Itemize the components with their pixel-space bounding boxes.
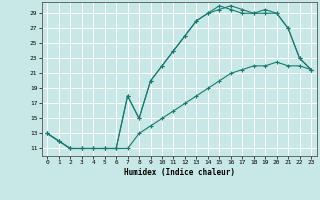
X-axis label: Humidex (Indice chaleur): Humidex (Indice chaleur) xyxy=(124,168,235,177)
